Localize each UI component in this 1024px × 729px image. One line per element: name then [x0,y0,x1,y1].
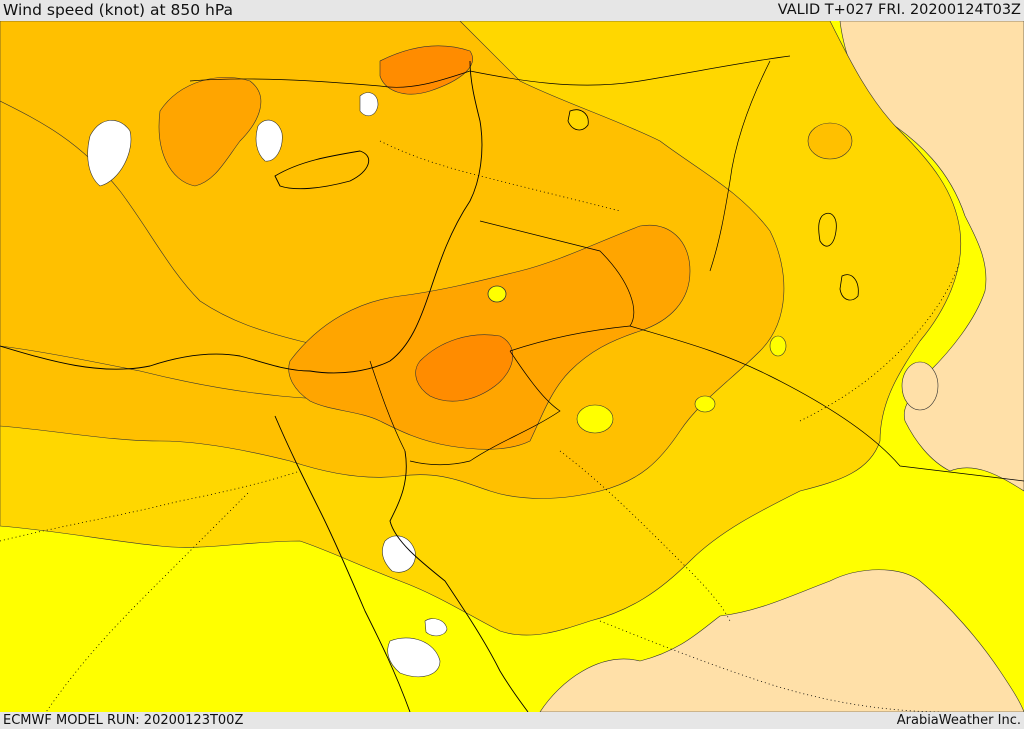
gold-spot-2 [694,395,716,413]
suez-coastline [274,415,411,712]
dotted-boundary-2 [45,490,251,712]
mediterranean-coastline [0,60,483,374]
white-patch-5 [387,637,441,677]
white-patch-2 [255,119,283,162]
wind-speed-map [0,21,1024,712]
dotted-boundary-1 [0,470,301,542]
dotted-boundary-5 [799,260,961,422]
orange-spot-2 [487,285,507,303]
white-patch-3 [359,92,379,117]
map-canvas [0,21,1024,712]
model-run: ECMWF MODEL RUN: 20200123T00Z [3,713,244,728]
cyprus-outline [274,150,370,190]
red-sea-coastline [389,450,529,712]
footer-bar: ECMWF MODEL RUN: 20200123T00Z ArabiaWeat… [0,712,1024,729]
gold-spot-1 [576,404,614,434]
white-patch-1 [87,120,132,187]
dotted-boundary-6 [379,140,621,212]
border-line-4 [369,360,406,452]
credit-text: ArabiaWeather Inc. [896,713,1021,728]
border-line-1 [189,55,791,88]
orange-region-northwest [158,76,262,187]
lake-3 [567,109,589,131]
valid-time: VALID T+027 FRI. 20200124T03Z [777,2,1021,18]
pale-region-southeast [539,569,1024,712]
white-patch-6 [424,618,448,637]
border-line-5 [709,60,771,272]
gold-spot-3 [769,335,787,357]
pale-spot-1 [901,361,939,411]
border-line-3 [409,325,631,466]
lake-1 [818,212,837,247]
dark-orange-streak [379,45,473,95]
border-line-2 [479,220,1024,482]
orange-spot-1 [807,122,853,160]
map-title: Wind speed (knot) at 850 hPa [3,1,234,19]
dark-orange-core [415,334,514,402]
white-patch-4 [382,535,416,573]
lake-2 [839,274,859,301]
header-bar: Wind speed (knot) at 850 hPa VALID T+027… [0,0,1024,21]
